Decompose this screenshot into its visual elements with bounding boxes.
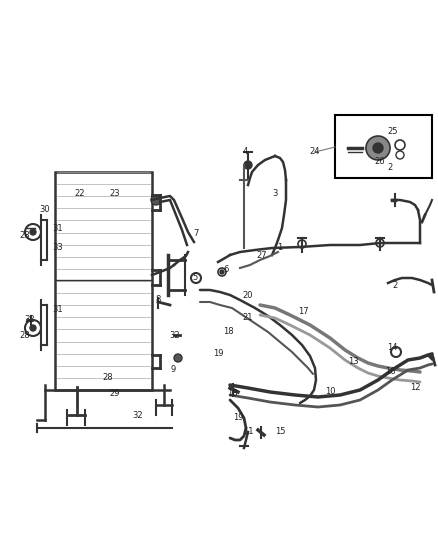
Text: 19: 19 <box>213 349 223 358</box>
Text: 11: 11 <box>243 427 253 437</box>
Text: 19: 19 <box>233 414 243 423</box>
Bar <box>55 172 152 390</box>
Text: 16: 16 <box>385 367 396 376</box>
Text: 4: 4 <box>242 148 247 157</box>
Text: 32: 32 <box>133 410 143 419</box>
Text: 15: 15 <box>275 427 285 437</box>
Text: 28: 28 <box>20 332 30 341</box>
Ellipse shape <box>373 143 383 153</box>
Text: 27: 27 <box>257 251 267 260</box>
Ellipse shape <box>220 270 224 274</box>
Text: 21: 21 <box>243 313 253 322</box>
Text: 20: 20 <box>243 290 253 300</box>
Text: 9: 9 <box>170 366 176 375</box>
Text: 28: 28 <box>20 231 30 240</box>
Text: 5: 5 <box>192 273 198 282</box>
Text: 14: 14 <box>387 343 397 352</box>
Text: 2: 2 <box>392 280 398 289</box>
Text: 33: 33 <box>53 244 64 253</box>
Text: 1: 1 <box>277 243 283 252</box>
Text: 12: 12 <box>410 383 420 392</box>
Text: 8: 8 <box>155 295 161 304</box>
Ellipse shape <box>366 136 390 160</box>
Text: 22: 22 <box>75 189 85 198</box>
Bar <box>335 115 432 178</box>
Text: 26: 26 <box>374 157 385 166</box>
Ellipse shape <box>30 325 36 331</box>
Ellipse shape <box>30 229 36 235</box>
Text: 10: 10 <box>325 387 335 397</box>
Text: 31: 31 <box>53 305 64 314</box>
Ellipse shape <box>151 195 161 205</box>
Text: 7: 7 <box>193 230 199 238</box>
Text: 17: 17 <box>298 306 308 316</box>
Text: 3: 3 <box>272 189 278 198</box>
Ellipse shape <box>174 354 182 362</box>
Text: 29: 29 <box>110 389 120 398</box>
Text: 13: 13 <box>348 358 358 367</box>
Text: 28: 28 <box>102 374 113 383</box>
Ellipse shape <box>244 161 252 169</box>
Text: 25: 25 <box>388 127 398 136</box>
Text: 31: 31 <box>53 223 64 232</box>
Text: 2: 2 <box>387 164 392 173</box>
Text: 6: 6 <box>223 265 229 274</box>
Text: 18: 18 <box>227 389 237 398</box>
Text: 23: 23 <box>110 189 120 198</box>
Text: 32: 32 <box>170 330 180 340</box>
Text: 18: 18 <box>223 327 233 336</box>
Text: 30: 30 <box>40 206 50 214</box>
Text: 32: 32 <box>25 316 35 325</box>
Text: 24: 24 <box>310 148 320 157</box>
